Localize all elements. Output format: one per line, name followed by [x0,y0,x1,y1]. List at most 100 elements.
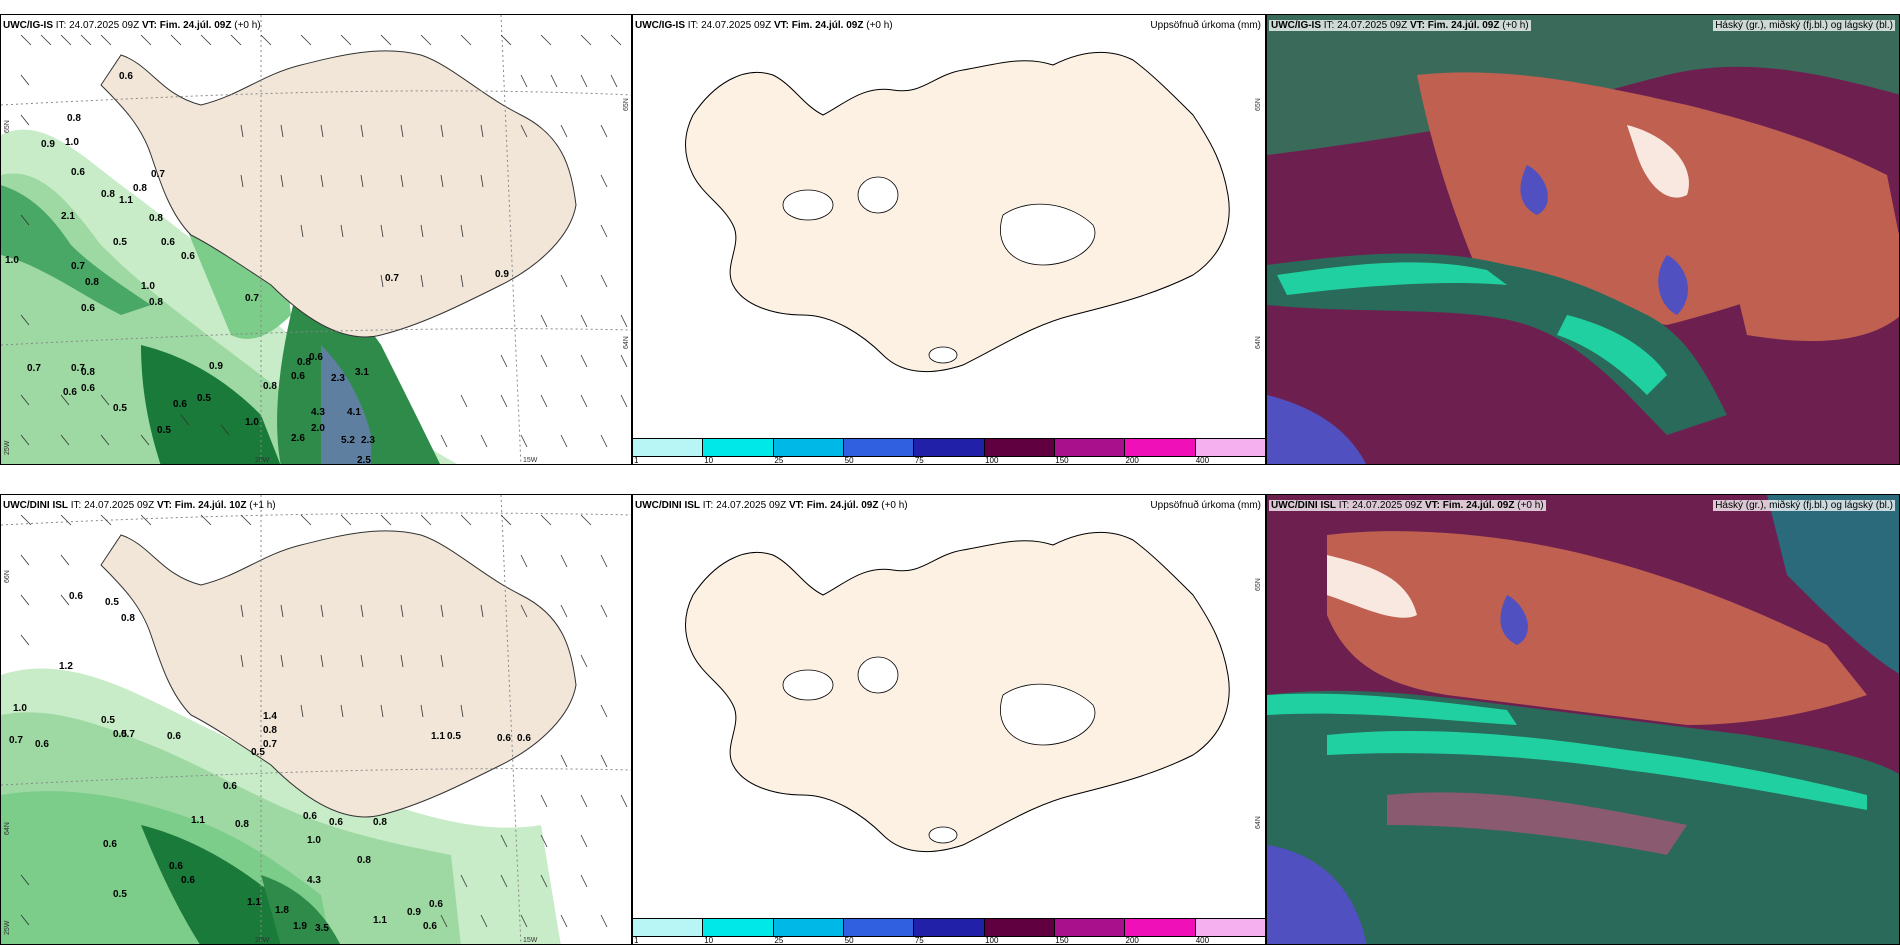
precip-value: 2.5 [357,455,371,465]
colorbar-label: 10 [704,936,714,945]
accum-precip-map [685,531,1230,853]
panel-wind-precip-dini: UWC/DINI ISL IT: 24.07.2025 09Z VT: Fim.… [0,494,632,945]
precip-value: 1.4 [263,711,277,722]
precip-value: 0.5 [197,393,211,404]
colorbar-label: 50 [844,456,854,465]
precip-value: 0.6 [103,839,117,850]
precip-value: 0.6 [161,237,175,248]
colorbar-label: 400 [1195,456,1210,465]
precip-value: 0.6 [497,733,511,744]
panel-header: UWC/DINI ISL IT: 24.07.2025 09Z VT: Fim.… [1269,500,1546,511]
colorbar-cell [633,439,704,456]
precip-value: 1.1 [119,195,133,206]
precip-value: 0.6 [81,383,95,394]
precip-value: 0.5 [113,729,127,740]
axis-label-lat: 65N [623,98,630,111]
precip-value: 0.8 [85,277,99,288]
precip-value: 0.5 [113,237,127,248]
precip-value: 0.6 [169,861,183,872]
axis-label-lat: 65N [1255,98,1262,111]
colorbar-label: 75 [914,456,924,465]
precip-value: 2.6 [291,433,305,444]
panel-header: UWC/IG-IS IT: 24.07.2025 09Z VT: Fim. 24… [635,20,893,31]
panel-title-right: Háský (gr.), miðský (fj.bl.) og lágský (… [1713,500,1895,511]
axis-label-lat: 65N [1255,578,1262,591]
precip-value: 0.5 [105,597,119,608]
precip-value: 0.8 [133,183,147,194]
precip-value: 0.6 [329,817,343,828]
precip-value: 1.0 [65,137,79,148]
precip-value: 0.7 [385,273,399,284]
precip-value: 0.7 [263,739,277,750]
precip-value: 0.8 [235,819,249,830]
colorbar-label: 100 [985,456,999,465]
axis-label-lon: 20W [255,937,270,944]
precip-value: 1.1 [247,897,261,908]
panel-clouds-igis: UWC/IG-IS IT: 24.07.2025 09Z VT: Fim. 24… [1266,14,1900,465]
colorbar-cell [633,919,704,936]
precip-value: 0.7 [245,293,259,304]
precip-value: 0.6 [223,781,237,792]
panel-title-right: Háský (gr.), miðský (fj.bl.) og lágský (… [1713,20,1895,31]
colorbar-label: 50 [844,936,854,945]
precip-value: 1.0 [307,835,321,846]
precip-value: 0.6 [173,399,187,410]
precip-value: 0.6 [63,387,77,398]
colorbar-cell [1195,439,1265,456]
precip-value: 4.3 [311,407,325,418]
precip-value: 0.5 [113,889,127,900]
precip-value: 2.3 [331,373,345,384]
wind-precip-map [1,495,631,944]
axis-label-lon: 15W [523,457,538,464]
precip-value: 0.8 [101,189,115,200]
precip-value: 0.8 [357,855,371,866]
colorbar-cell [1195,919,1265,936]
precip-value: 1.0 [245,417,259,428]
precip-value: 0.6 [181,251,195,262]
precip-value: 0.9 [209,361,223,372]
precip-value: 0.8 [81,367,95,378]
axis-label-lat: 65N [4,120,11,133]
accum-precip-map [685,51,1230,373]
precip-value: 0.7 [71,363,85,374]
precip-value: 0.8 [149,297,163,308]
axis-label-lon: 25W [4,440,11,455]
precip-value: 0.9 [407,907,421,918]
axis-label-lon: 25W [4,920,11,935]
colorbar-cell [914,919,985,936]
precip-value: 0.6 [71,167,85,178]
precip-value: 0.8 [121,613,135,624]
axis-label-lon: 15W [523,937,538,944]
precip-value: 0.5 [113,403,127,414]
colorbar-label: 200 [1125,456,1139,465]
precip-value: 0.6 [423,921,437,932]
precip-value: 0.8 [149,213,163,224]
panel-title-right: Uppsöfnuð úrkoma (mm) [1150,500,1261,511]
precip-value: 0.9 [495,269,509,280]
precip-value: 3.1 [355,367,369,378]
colorbar-cell [984,919,1055,936]
precip-value: 1.1 [431,731,445,742]
colorbar-label: 150 [1055,456,1069,465]
colorbar-cell [1125,439,1196,456]
precip-value: 0.8 [263,725,277,736]
precip-value: 1.0 [5,255,19,266]
precip-value: 2.3 [361,435,375,446]
colorbar-label: 200 [1125,936,1139,945]
precip-value: 0.6 [429,899,443,910]
axis-label-lat: 66N [4,570,11,583]
precip-value: 0.6 [309,352,323,363]
precip-value: 0.7 [151,169,165,180]
colorbar-label: 25 [774,456,784,465]
axis-label-lat: 64N [1255,336,1262,349]
panel-header: UWC/DINI ISL IT: 24.07.2025 09Z VT: Fim.… [635,500,908,511]
colorbar-cell [1054,919,1126,936]
precip-value: 4.1 [347,407,361,418]
precip-value: 2.0 [311,423,325,434]
wind-precip-map [1,15,631,464]
precip-value: 3.5 [315,923,329,934]
axis-label-lon: 20W [255,457,270,464]
clouds-map [1267,495,1899,944]
precip-value: 1.2 [59,661,73,672]
panel-accum-precip-igis: UWC/IG-IS IT: 24.07.2025 09Z VT: Fim. 24… [632,14,1266,465]
